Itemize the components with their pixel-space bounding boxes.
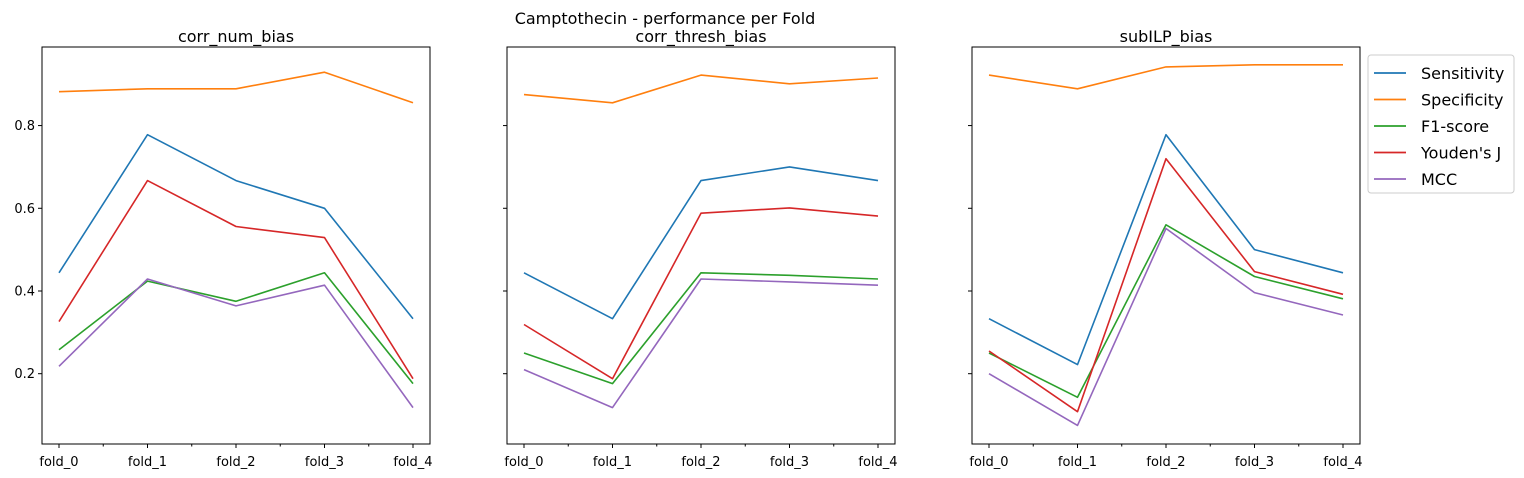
- legend: Sensitivity Specificity F1-score Youden's J…: [1367, 54, 1515, 194]
- panel-subilp-bias: subILP_bias fold_0 fold_1 fold_2 fold_3 fold…: [968, 27, 1363, 470]
- x-tick-label: fold_3: [770, 455, 809, 470]
- panel-title-subilp-bias: subILP_bias: [1120, 27, 1213, 47]
- x-tick-label: fold_1: [128, 455, 167, 470]
- legend-label-f1-score: F1-score: [1421, 117, 1489, 136]
- series-line-mcc: [988, 227, 1344, 427]
- series-line-sensitivity: [988, 133, 1344, 366]
- series-line-specificity: [523, 74, 879, 104]
- axes-frame: [41, 46, 431, 445]
- panel-title-corr-thresh-bias: corr_thresh_bias: [635, 27, 766, 47]
- series-line-sensitivity: [58, 133, 414, 320]
- series-line-mcc: [58, 278, 414, 409]
- panel-corr-num-bias: corr_num_bias 0.2 0.4 0.6 0.8 fold_0 fold_1 fo…: [14, 27, 432, 470]
- y-tick-label: 0.6: [14, 202, 35, 217]
- series-line-f1-score: [523, 271, 879, 385]
- legend-label-specificity: Specificity: [1421, 91, 1503, 110]
- x-tick-label: fold_1: [593, 455, 632, 470]
- series-line-youden-s-j: [523, 207, 879, 380]
- x-tick-label: fold_2: [681, 455, 720, 470]
- series-line-specificity: [988, 64, 1343, 90]
- axes-frame: [971, 46, 1361, 445]
- series-line-f1-score: [988, 224, 1344, 399]
- legend-label-mcc: MCC: [1421, 170, 1457, 189]
- legend-label-youden-s-j: Youden's J: [1420, 144, 1501, 163]
- series-line-mcc: [523, 278, 879, 409]
- legend-box: [1367, 54, 1515, 194]
- panel-title-corr-num-bias: corr_num_bias: [178, 27, 294, 47]
- x-tick-label: fold_4: [858, 455, 897, 470]
- y-tick-label: 0.8: [14, 119, 35, 134]
- x-tick-label: fold_3: [1235, 455, 1274, 470]
- x-tick-label: fold_2: [1146, 455, 1185, 470]
- x-tick-label: fold_2: [216, 455, 255, 470]
- figure-title: Camptothecin - performance per Fold: [515, 9, 816, 28]
- series-line-youden-s-j: [988, 157, 1344, 413]
- series-line-specificity: [58, 71, 414, 104]
- series-line-sensitivity: [523, 166, 879, 320]
- x-tick-label: fold_1: [1058, 455, 1097, 470]
- x-tick-label: fold_0: [39, 455, 78, 470]
- x-tick-label: fold_0: [969, 455, 1008, 470]
- series-line-youden-s-j: [58, 179, 414, 380]
- axes-frame: [506, 46, 896, 445]
- x-tick-label: fold_4: [1323, 455, 1362, 470]
- series-line-f1-score: [58, 271, 414, 385]
- legend-label-sensitivity: Sensitivity: [1421, 64, 1504, 83]
- panel-corr-thresh-bias: corr_thresh_bias fold_0 fold_1 fold_2 fold_…: [503, 27, 898, 470]
- y-tick-label: 0.2: [14, 367, 35, 382]
- x-tick-label: fold_4: [393, 455, 432, 470]
- x-tick-label: fold_3: [305, 455, 344, 470]
- y-tick-label: 0.4: [14, 284, 35, 299]
- x-tick-label: fold_0: [504, 455, 543, 470]
